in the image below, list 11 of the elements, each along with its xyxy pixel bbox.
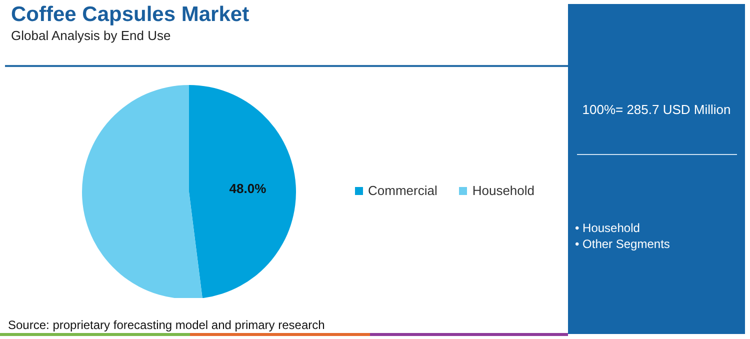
chart-title: Coffee Capsules Market [11,3,250,27]
pie-slice [82,85,202,298]
text: 100%= 285.7 USD Million [581,102,732,117]
data-label: 48.0% [229,180,267,196]
text: • Other Segments [575,236,670,252]
legend-label: Commercial [368,183,438,198]
pie-slice [189,85,296,298]
legend-label: Household [472,183,534,198]
text: • Household [575,220,641,236]
chart-subtitle: Global Analysis by End Use [11,28,171,43]
source-note: Source: proprietary forecasting model and primary research [8,318,325,332]
